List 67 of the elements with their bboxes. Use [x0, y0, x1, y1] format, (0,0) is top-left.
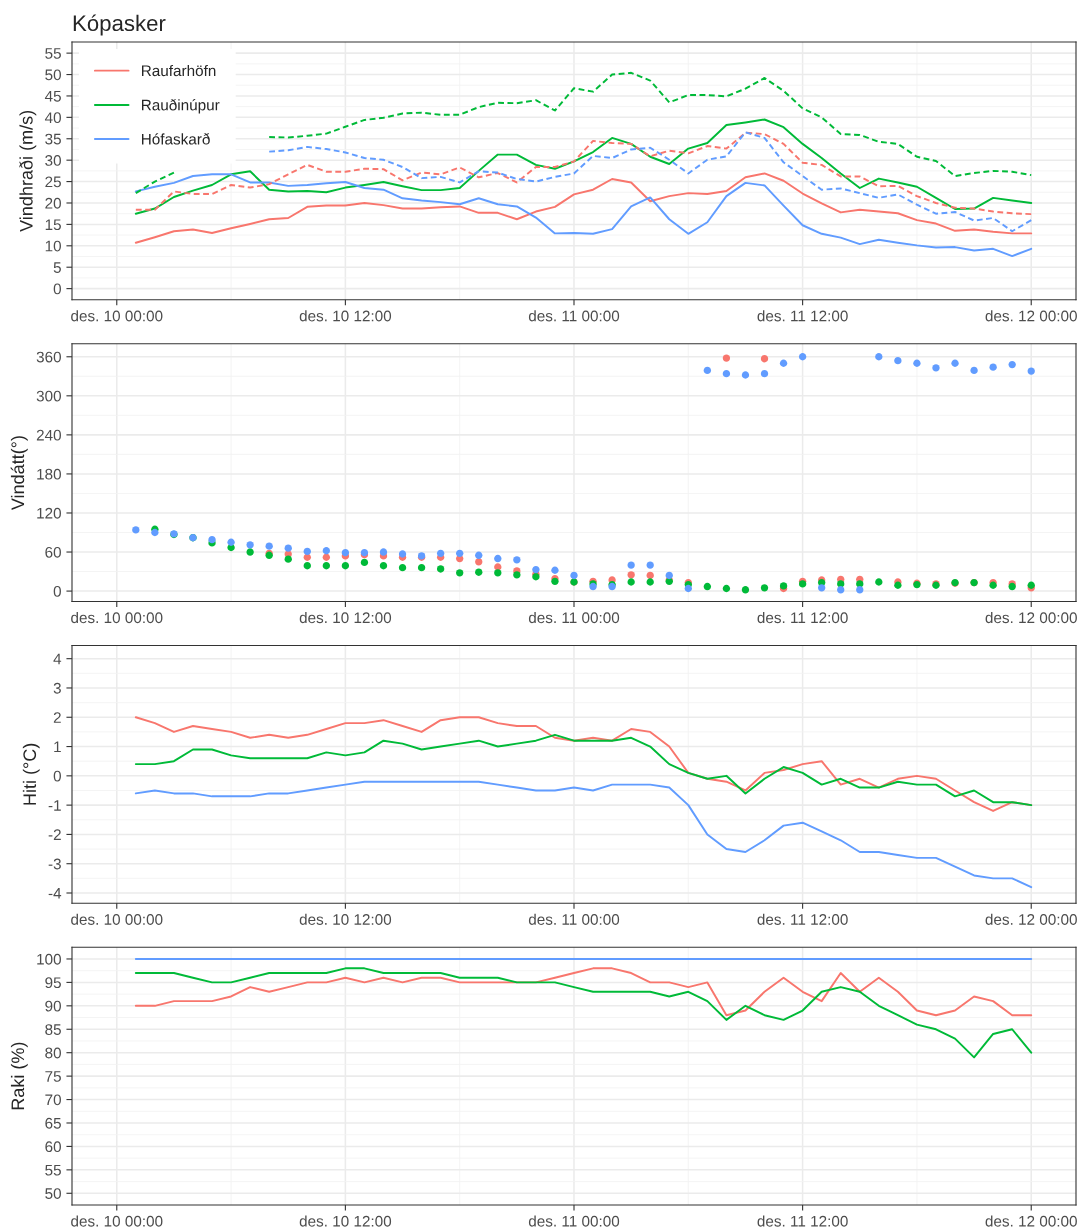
x-tick-label: des. 11 00:00 — [528, 913, 620, 925]
y-tick-label: 85 — [45, 1024, 61, 1035]
y-tick-label: 45 — [44, 90, 61, 102]
y-tick-label: 20 — [45, 197, 61, 209]
y-tick-label: 10 — [45, 240, 61, 252]
y-tick-label: 70 — [45, 1094, 61, 1106]
y-tick-label: 50 — [45, 69, 61, 81]
legend-label: Hófaskarð — [142, 133, 210, 145]
x-tick-label: des. 10 00:00 — [71, 913, 163, 925]
legend-label: Rauðinúpur — [142, 99, 220, 114]
y-tick-label: 90 — [45, 1000, 61, 1012]
y-tick-label: 55 — [45, 1164, 61, 1176]
legend-label: Raufarhöfn — [142, 64, 216, 77]
y-tick-label: 65 — [45, 1117, 61, 1129]
x-tick-label: des. 12 00:00 — [985, 913, 1077, 925]
x-tick-label: des. 11 12:00 — [757, 1215, 848, 1227]
y-tick-label: 100 — [37, 953, 61, 965]
x-tick-label: des. 10 00:00 — [71, 611, 163, 624]
x-tick-label: des. 12 00:00 — [985, 310, 1077, 322]
x-tick-label: des. 11 12:00 — [757, 913, 848, 925]
y-tick-label: 60 — [45, 546, 61, 558]
y-tick-label: 30 — [45, 155, 61, 166]
y-tick-label: 360 — [36, 351, 61, 363]
y-tick-label: 180 — [37, 468, 61, 480]
y-axis-title: Vindhraði (m/s) — [19, 110, 37, 232]
x-tick-label: des. 10 12:00 — [299, 913, 392, 925]
y-tick-label: 0 — [53, 283, 61, 295]
y-tick-label: 1 — [54, 741, 61, 753]
y-tick-label: 15 — [45, 219, 61, 231]
y-tick-label: 2 — [53, 712, 61, 723]
y-axis-title: Hiti (°C) — [22, 743, 40, 805]
y-tick-label: 80 — [45, 1047, 61, 1059]
x-tick-label: des. 10 12:00 — [299, 310, 392, 322]
x-tick-label: des. 10 00:00 — [71, 310, 163, 322]
y-tick-label: 4 — [53, 653, 62, 665]
y-tick-label: 75 — [45, 1071, 61, 1082]
y-tick-label: 300 — [36, 390, 61, 402]
y-tick-label: 60 — [45, 1141, 61, 1153]
y-tick-label: 50 — [45, 1188, 61, 1199]
chart-title: Kópasker — [73, 14, 166, 36]
y-tick-label: 40 — [44, 112, 61, 124]
y-axis-title: Raki (%) — [10, 1042, 28, 1110]
y-tick-label: 35 — [45, 133, 61, 145]
y-tick-label: -4 — [48, 888, 62, 899]
y-tick-label: 0 — [53, 585, 61, 597]
y-tick-label: 0 — [53, 770, 61, 782]
x-tick-label: des. 10 12:00 — [299, 611, 392, 624]
x-tick-label: des. 12 00:00 — [985, 611, 1077, 624]
y-tick-label: 55 — [45, 48, 61, 59]
x-tick-label: des. 11 00:00 — [528, 1215, 620, 1227]
x-tick-label: des. 11 00:00 — [528, 310, 620, 322]
y-tick-label: 3 — [53, 682, 61, 694]
x-tick-label: des. 10 12:00 — [299, 1215, 392, 1227]
y-tick-label: 25 — [45, 176, 61, 188]
x-tick-label: des. 10 00:00 — [71, 1215, 163, 1227]
y-tick-label: 5 — [53, 262, 61, 273]
y-tick-label: -2 — [48, 829, 61, 840]
y-tick-label: 120 — [37, 507, 61, 519]
x-tick-label: des. 12 00:00 — [985, 1215, 1077, 1227]
y-tick-label: 95 — [45, 977, 61, 989]
y-axis-title: Vindátt(°) — [10, 436, 28, 511]
y-tick-label: 240 — [36, 429, 61, 441]
y-tick-label: -3 — [48, 858, 61, 870]
x-tick-label: des. 11 00:00 — [528, 611, 620, 624]
y-tick-label: -1 — [48, 800, 61, 811]
x-tick-label: des. 11 12:00 — [757, 611, 848, 624]
x-tick-label: des. 11 12:00 — [757, 310, 848, 322]
